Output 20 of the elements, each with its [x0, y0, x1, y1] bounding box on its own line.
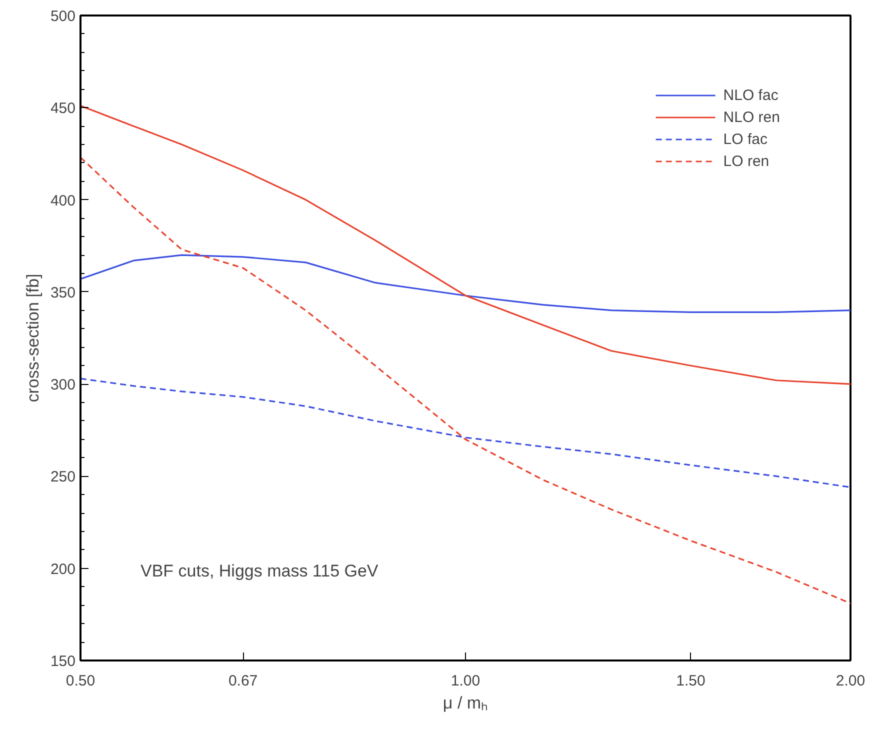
y-tick-label: 500: [50, 8, 76, 25]
x-tick-label: 0.50: [66, 672, 96, 690]
y-axis-title: cross-section [fb]: [23, 274, 42, 402]
y-tick-label: 350: [50, 284, 76, 302]
y-tick-label: 200: [50, 560, 76, 578]
y-tick-label: 250: [50, 468, 76, 486]
x-tick-label: 2.00: [836, 672, 866, 690]
legend-label: LO fac: [723, 130, 768, 148]
x-axis-title: μ / mₕ: [442, 694, 488, 712]
y-tick-label: 400: [50, 192, 76, 210]
y-tick-label: 450: [50, 100, 76, 118]
y-tick-label: 300: [50, 376, 76, 394]
legend-label: LO ren: [723, 152, 770, 170]
x-tick-label: 0.67: [228, 672, 258, 690]
y-tick-label: 150: [50, 653, 76, 670]
legend-label: NLO ren: [723, 108, 780, 126]
annotation: VBF cuts, Higgs mass 115 GeV: [140, 562, 379, 580]
x-tick-label: 1.50: [676, 672, 706, 690]
x-tick-label: 1.00: [450, 672, 480, 690]
legend-label: NLO fac: [723, 86, 778, 104]
